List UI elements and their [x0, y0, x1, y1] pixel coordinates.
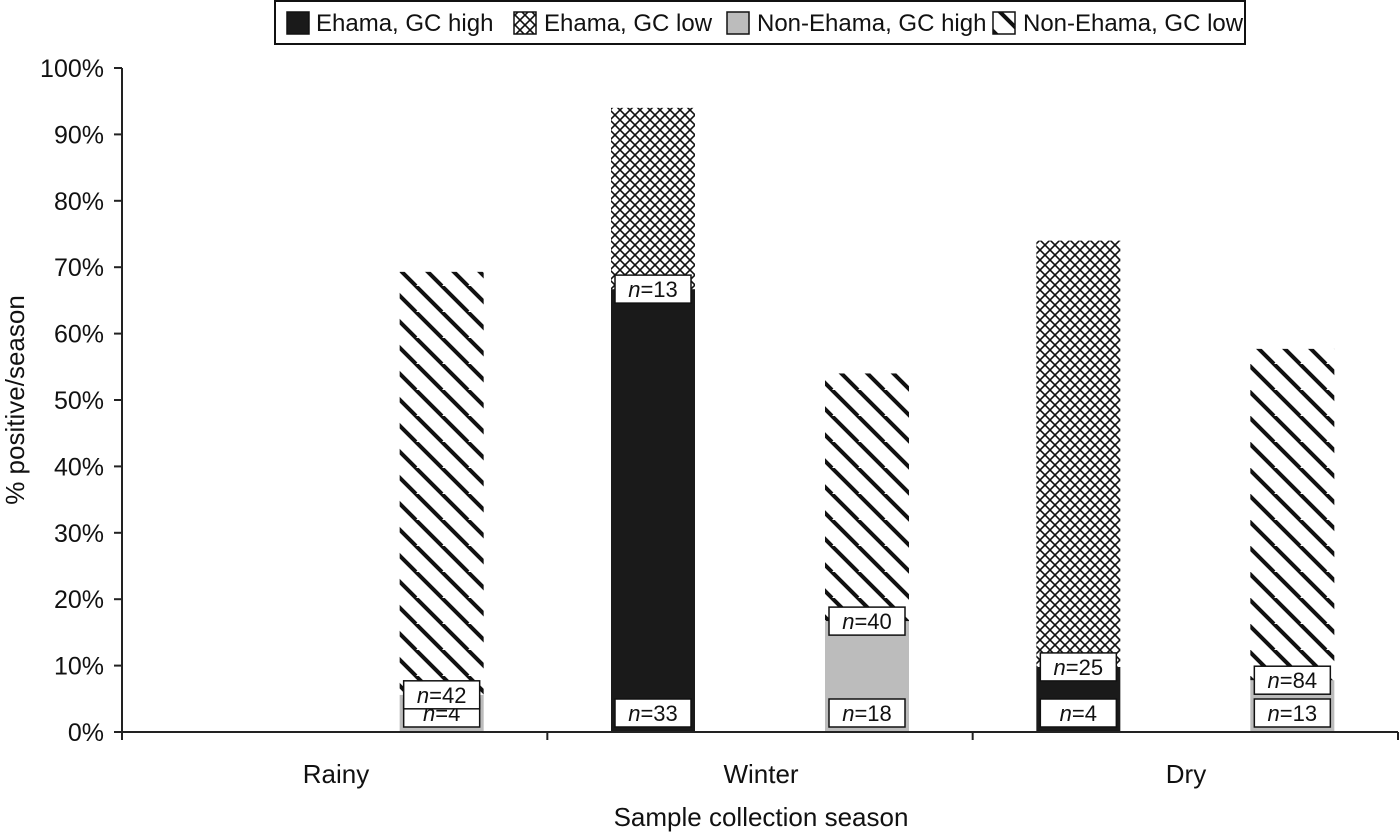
n-labels-layer: n=4n=42n=33n=13n=18n=40n=4n=25n=13n=84 — [402, 274, 1332, 728]
n-label-winter-non-ehama-gc-high: n=18 — [828, 698, 906, 728]
legend: Ehama, GC high Ehama, GC low Non-Ehama, … — [274, 0, 1246, 45]
legend-label-ehama-gc-low: Ehama, GC low — [544, 10, 713, 37]
bar-rainy-non-ehama-gc-low — [399, 271, 484, 695]
legend-label-non-ehama-gc-high: Non-Ehama, GC high — [757, 10, 986, 37]
y-axis-title: % positive/season — [0, 295, 30, 505]
y-tick-label: 20% — [54, 586, 104, 614]
y-tick-label: 70% — [54, 254, 104, 282]
n-label-winter-non-ehama-gc-low: n=40 — [828, 606, 906, 636]
n-label-text: n=42 — [417, 683, 467, 708]
y-tick-label: 80% — [54, 188, 104, 216]
legend-swatch-non-ehama-gc-low — [992, 11, 1016, 35]
n-label-dry-ehama-gc-high: n=4 — [1039, 698, 1118, 728]
bar-dry-non-ehama-gc-low — [1250, 348, 1335, 681]
n-label-dry-non-ehama-gc-high: n=13 — [1253, 698, 1332, 728]
y-tick-label: 50% — [54, 387, 104, 415]
y-tick-label: 90% — [54, 121, 104, 149]
x-category-dry: Dry — [1166, 759, 1206, 789]
bar-winter-non-ehama-gc-low — [825, 373, 909, 622]
y-tick-label: 0% — [68, 719, 104, 747]
n-label-dry-ehama-gc-low: n=25 — [1039, 652, 1118, 682]
n-label-text: n=40 — [842, 609, 892, 634]
n-label-rainy-non-ehama-gc-low: n=42 — [402, 680, 481, 710]
n-label-text: n=25 — [1054, 655, 1104, 680]
bars-layer — [399, 107, 1335, 732]
y-tick-label: 60% — [54, 321, 104, 349]
n-label-text: n=33 — [628, 701, 678, 726]
bar-dry-ehama-gc-low — [1036, 240, 1121, 667]
y-tick-label: 100% — [40, 55, 104, 83]
n-label-box — [1039, 652, 1118, 682]
n-label-text: n=13 — [1268, 701, 1318, 726]
axes — [121, 68, 1398, 733]
y-tick-label: 40% — [54, 453, 104, 481]
legend-swatch-ehama-gc-high — [286, 11, 310, 35]
n-label-box — [828, 698, 906, 728]
n-label-box — [1253, 698, 1332, 728]
x-ticks — [121, 732, 1399, 740]
y-tick-label: 10% — [54, 653, 104, 681]
legend-swatch-non-ehama-gc-high — [726, 11, 750, 35]
y-tick-label: 30% — [54, 520, 104, 548]
n-label-text: n=18 — [842, 701, 892, 726]
n-label-box — [1253, 665, 1332, 695]
n-label-text: n=84 — [1268, 668, 1318, 693]
n-label-box — [614, 698, 692, 728]
legend-label-non-ehama-gc-low: Non-Ehama, GC low — [1023, 10, 1244, 37]
x-axis-title: Sample collection season — [614, 802, 909, 832]
n-label-winter-ehama-gc-high: n=33 — [614, 698, 692, 728]
bar-winter-ehama-gc-high — [611, 289, 695, 732]
legend-label-ehama-gc-high: Ehama, GC high — [316, 10, 493, 37]
n-label-dry-non-ehama-gc-low: n=84 — [1253, 665, 1332, 695]
legend-swatch-ehama-gc-low — [513, 11, 537, 35]
n-label-box — [1039, 698, 1118, 728]
n-label-text: n=4 — [1060, 701, 1097, 726]
n-label-box — [614, 274, 692, 304]
n-label-box — [402, 680, 481, 710]
legend-frame — [274, 0, 1246, 45]
x-category-winter: Winter — [723, 759, 798, 789]
y-ticks: 0% 10% 20% 30% 40% 50% 60% 70% 80% 90% 100% — [40, 55, 122, 747]
bar-winter-ehama-gc-low — [611, 107, 695, 290]
n-label-box — [828, 606, 906, 636]
n-label-winter-ehama-gc-low: n=13 — [614, 274, 692, 304]
n-label-text: n=13 — [628, 277, 678, 302]
x-category-rainy: Rainy — [303, 759, 369, 789]
